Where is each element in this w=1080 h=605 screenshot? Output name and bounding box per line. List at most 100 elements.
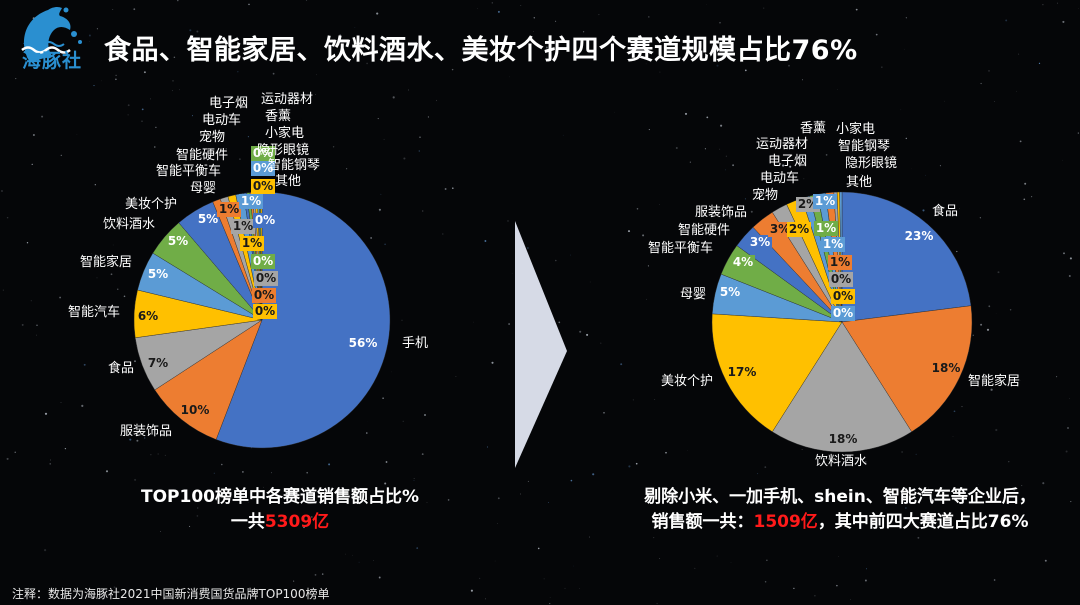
data-label-box (254, 271, 278, 286)
right-total-value: 1509亿 (753, 512, 818, 532)
data-label-box (814, 221, 838, 236)
category-label: 香薰 (265, 109, 291, 124)
data-label-box (239, 194, 263, 209)
left-total-prefix: 一共 (230, 512, 265, 532)
category-label: 电子烟 (768, 154, 807, 169)
data-label: 1% (830, 255, 850, 269)
data-label-box (251, 179, 275, 194)
category-label: 智能平衡车 (156, 163, 221, 179)
data-label-box (731, 255, 755, 270)
data-label: 18% (829, 432, 858, 446)
data-label: 0% (253, 161, 273, 175)
data-label-box (828, 255, 852, 270)
data-label: 0% (833, 306, 853, 320)
logo-text: 海豚社 (22, 50, 83, 72)
data-label-box (829, 272, 853, 287)
page-title: 食品、智能家居、饮料酒水、美妆个护四个赛道规模占比76% (104, 35, 858, 66)
data-label: 1% (242, 236, 262, 250)
data-label: 0% (253, 146, 273, 160)
category-label: 智能硬件 (678, 223, 730, 238)
data-label: 1% (233, 219, 253, 233)
pie-slice (711, 313, 843, 433)
data-label: 5% (148, 267, 168, 281)
category-label: 智能家居 (80, 254, 132, 270)
data-label-box (253, 304, 277, 319)
data-label-box (831, 306, 855, 321)
data-label-box (240, 236, 264, 251)
data-label-box (251, 161, 275, 176)
data-label-box (251, 254, 275, 269)
data-label-box (831, 289, 855, 304)
data-label-box (768, 222, 792, 237)
category-label: 智能家居 (968, 373, 1020, 389)
data-label-box (251, 146, 275, 161)
data-label: 0% (253, 179, 273, 193)
data-label-box (813, 194, 837, 209)
data-label: 0% (255, 213, 275, 227)
data-label: 7% (148, 356, 168, 370)
right-chart-caption: 剔除小米、一加手机、shein、智能汽车等企业后， 销售额一共：1509亿，其中… (605, 485, 1075, 535)
data-label: 1% (219, 202, 239, 216)
data-label-box (253, 213, 277, 228)
data-label: 5% (168, 234, 188, 248)
category-label: 智能钢琴 (268, 158, 320, 173)
left-caption-line1: TOP100榜单中各赛道销售额占比% (140, 487, 420, 507)
category-label: 电动车 (760, 170, 799, 186)
category-label: 运动器材 (261, 92, 313, 107)
data-label-box (252, 288, 276, 303)
data-label: 56% (349, 336, 378, 350)
data-label: 0% (256, 271, 276, 285)
data-label: 1% (823, 237, 843, 251)
pie-slice (215, 191, 391, 449)
data-label: 6% (138, 309, 158, 323)
category-label: 小家电 (836, 121, 875, 137)
data-label-box (821, 237, 845, 252)
footnote: 注释：数据为海豚社2021中国新消费国货品牌TOP100榜单 (12, 587, 330, 601)
category-label: 其他 (275, 174, 301, 189)
data-label: 4% (733, 255, 753, 269)
category-label: 服装饰品 (695, 205, 747, 220)
left-chart-caption: TOP100榜单中各赛道销售额占比% 一共5309亿 (100, 485, 460, 535)
data-label: 0% (833, 289, 853, 303)
dolphin-logo-icon (21, 6, 82, 63)
data-label: 0% (254, 288, 274, 302)
category-label: 运动器材 (756, 137, 808, 152)
category-label: 母婴 (190, 181, 216, 196)
category-label: 电子烟 (209, 96, 248, 111)
data-label: 0% (831, 272, 851, 286)
data-label: 1% (816, 221, 836, 235)
data-label: 0% (253, 254, 273, 268)
right-caption-line1: 剔除小米、一加手机、shein、智能汽车等企业后， (644, 487, 1036, 507)
data-label: 18% (932, 361, 961, 375)
right-caption-line2: 销售额一共：1509亿，其中前四大赛道占比76% (605, 510, 1075, 535)
category-label: 食品 (108, 360, 134, 376)
category-label: 隐形眼镜 (845, 156, 897, 171)
data-label: 3% (750, 235, 770, 249)
right-total-suffix: ，其中前四大赛道占比76% (817, 512, 1029, 532)
data-label: 0% (255, 304, 275, 318)
category-label: 智能平衡车 (648, 240, 713, 256)
category-label: 食品 (932, 203, 958, 219)
left-total-value: 5309亿 (264, 512, 330, 532)
data-label: 23% (905, 229, 934, 243)
category-label: 其他 (846, 175, 872, 190)
category-label: 香薰 (800, 121, 826, 136)
data-label: 5% (198, 212, 218, 226)
data-label-box (217, 202, 241, 217)
right-total-prefix: 销售额一共： (651, 512, 754, 532)
category-label: 美妆个护 (125, 197, 177, 212)
category-label: 隐形眼镜 (257, 143, 309, 158)
pie-slice (772, 321, 912, 453)
data-label: 1% (241, 194, 261, 208)
data-label: 17% (728, 365, 757, 379)
data-label: 3% (770, 222, 790, 236)
category-label: 美妆个护 (661, 374, 713, 389)
data-label-box (231, 219, 255, 234)
category-label: 饮料酒水 (815, 454, 867, 469)
category-label: 智能硬件 (176, 148, 228, 163)
category-label: 宠物 (752, 187, 778, 203)
category-label: 手机 (402, 336, 428, 351)
left-caption-line2: 一共5309亿 (100, 510, 460, 535)
